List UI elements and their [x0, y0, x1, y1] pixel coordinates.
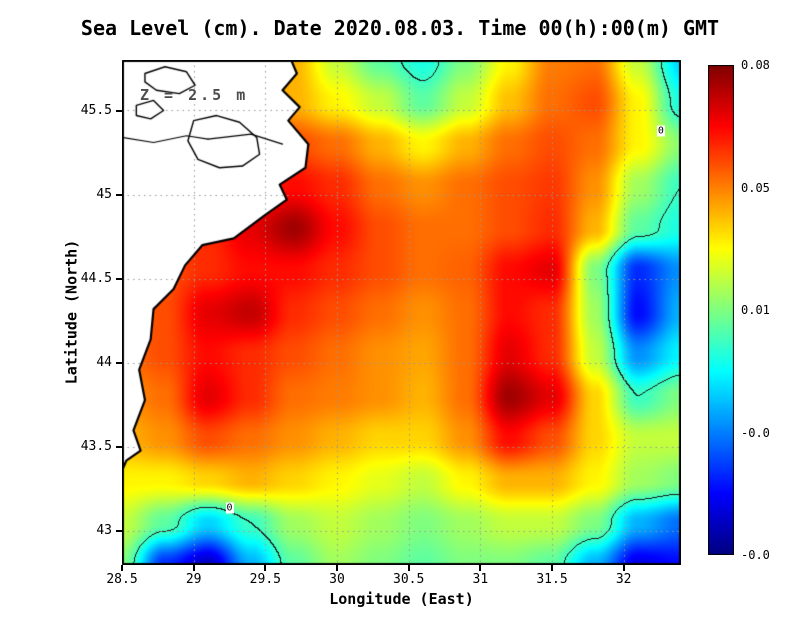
colorbar: [708, 65, 734, 555]
map-plot-area: Z = 2.5 m: [122, 60, 681, 565]
x-tick-label: 29: [185, 572, 202, 587]
y-tick-label: 45.5: [80, 102, 112, 118]
colorbar-tick-label: 0.05: [741, 180, 770, 195]
x-tick-mark: [407, 565, 410, 571]
x-tick-label: 29.5: [249, 572, 281, 587]
y-axis-title: Latitude (North): [62, 239, 81, 385]
sea-level-heatmap-canvas: [122, 60, 681, 565]
y-tick-label: 44.5: [80, 270, 112, 286]
colorbar-tick-label: -0.0: [741, 548, 770, 562]
y-tick-mark: [116, 277, 122, 280]
x-tick-mark: [264, 565, 267, 571]
x-tick-mark: [622, 565, 625, 571]
colorbar-tick-label: 0.01: [741, 303, 770, 317]
x-axis-title: Longitude (East): [329, 590, 474, 608]
x-tick-mark: [336, 565, 338, 571]
x-tick-label: 28.5: [106, 572, 138, 587]
colorbar-tick-label: 0.08: [741, 58, 770, 72]
y-tick-label: 43: [96, 523, 112, 539]
x-tick-label: 30: [329, 572, 345, 587]
zero-contour-label: 0: [225, 502, 234, 514]
x-tick-mark: [479, 565, 482, 571]
y-tick-label: 45: [96, 186, 112, 202]
y-tick-label: 43.5: [80, 439, 112, 455]
y-tick-mark: [116, 109, 122, 112]
colorbar-tick-label: -0.0: [741, 425, 770, 440]
y-tick-mark: [116, 362, 122, 364]
x-tick-mark: [551, 565, 553, 571]
plot-title: Sea Level (cm). Date 2020.08.03. Time 00…: [80, 16, 720, 40]
x-tick-mark: [192, 565, 195, 571]
x-tick-label: 31: [472, 572, 489, 587]
x-tick-label: 32: [615, 572, 632, 587]
x-tick-label: 30.5: [393, 572, 425, 587]
x-tick-label: 31.5: [536, 572, 568, 587]
zero-contour-label: 0: [656, 125, 665, 137]
x-tick-mark: [121, 565, 123, 571]
y-tick-label: 44: [96, 355, 112, 370]
y-tick-mark: [116, 530, 122, 533]
y-tick-mark: [116, 446, 122, 449]
y-tick-mark: [116, 193, 122, 196]
depth-annotation: Z = 2.5 m: [140, 86, 249, 104]
